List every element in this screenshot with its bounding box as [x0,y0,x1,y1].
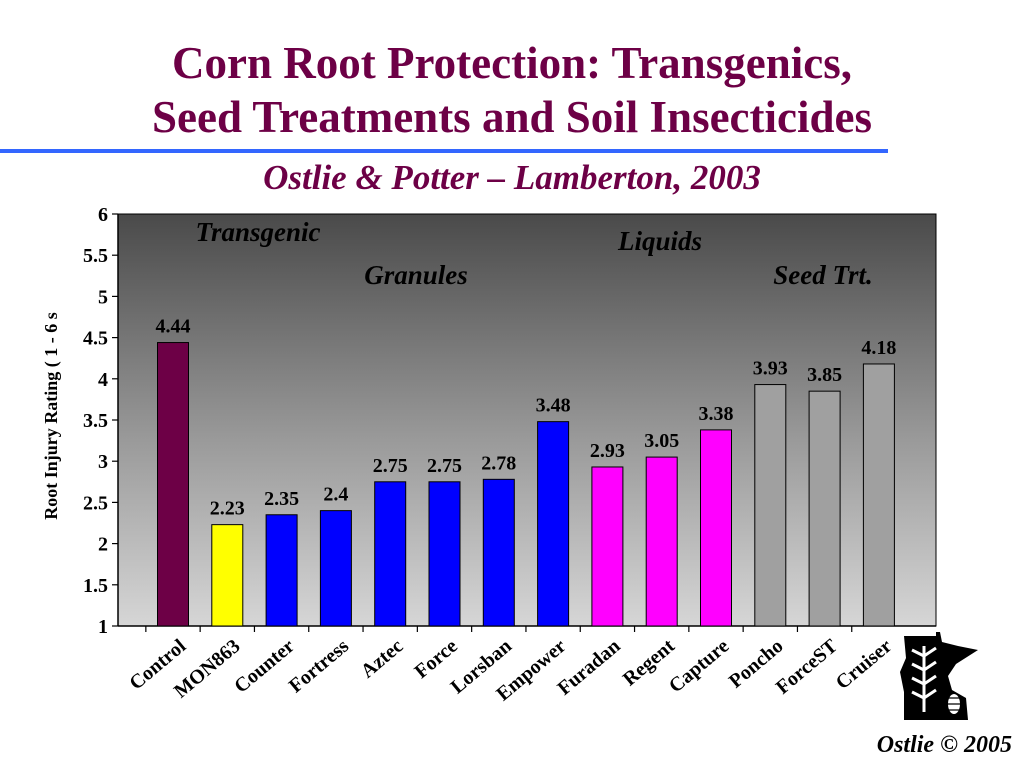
copyright-credit: Ostlie © 2005 [876,732,1012,758]
data-label: 3.85 [807,364,842,386]
bar-counter [265,514,298,627]
x-tick-label: Counter [230,635,299,698]
data-label: 3.93 [753,358,788,380]
data-label: 2.75 [427,455,462,477]
title-underline [0,149,888,153]
data-label: 4.18 [861,337,896,359]
x-tick-label: Cruiser [832,635,896,694]
data-label: 3.38 [699,403,734,425]
bar-empower [537,421,570,627]
bar-forcest [808,390,841,627]
y-tick-label: 3.5 [83,410,108,432]
title-line-1: Corn Root Protection: Transgenics, [172,38,852,88]
data-label: 3.05 [644,430,679,452]
bar-furadan [591,466,624,627]
bar-lorsban [482,478,515,627]
x-tick-label: Fortress [285,635,353,697]
y-tick-label: 2 [98,534,108,556]
y-tick-label: 3 [98,451,108,473]
annotation-liquids: Liquids [617,226,702,256]
data-label: 2.93 [590,440,625,462]
y-tick-label: 5.5 [83,245,108,267]
chart-subtitle: Ostlie & Potter – Lamberton, 2003 [263,158,761,197]
bar-force [428,481,461,627]
bar-fortress [319,510,352,627]
y-tick-label: 2.5 [83,492,108,514]
minnesota-state-icon [900,632,978,720]
x-tick-label: Aztec [357,635,408,683]
title-line-2: Seed Treatments and Soil Insecticides [151,92,873,142]
bar-control [157,342,189,627]
annotation-granules: Granules [364,260,468,290]
bar-poncho [754,384,787,627]
x-tick-label: ForceST [772,635,843,699]
bar-regent [645,456,678,627]
y-tick-label: 4.5 [83,328,108,350]
y-tick-label: 6 [98,204,108,226]
annotation-transgenic: Transgenic [195,217,320,247]
bar-mon863 [211,524,244,627]
bar-aztec [374,481,407,627]
data-label: 2.78 [481,452,516,474]
data-label: 2.4 [323,484,348,506]
bar-cruiser [862,363,895,627]
y-tick-label: 1 [98,616,108,638]
data-label: 3.48 [536,395,571,417]
data-label: 2.23 [210,498,245,520]
y-tick-label: 5 [98,286,108,308]
y-tick-label: 1.5 [83,575,108,597]
y-axis-label: Root Injury Rating ( 1 - 6 s [41,312,62,520]
data-label: 2.75 [373,455,408,477]
chart-title: Corn Root Protection: Transgenics, Seed … [0,36,1024,144]
data-label: 2.35 [264,488,299,510]
annotation-seed-trt: Seed Trt. [773,260,872,290]
bar-capture [700,429,732,627]
data-label: 4.44 [156,316,191,338]
x-tick-label: Capture [665,635,733,697]
y-tick-label: 4 [98,369,108,391]
